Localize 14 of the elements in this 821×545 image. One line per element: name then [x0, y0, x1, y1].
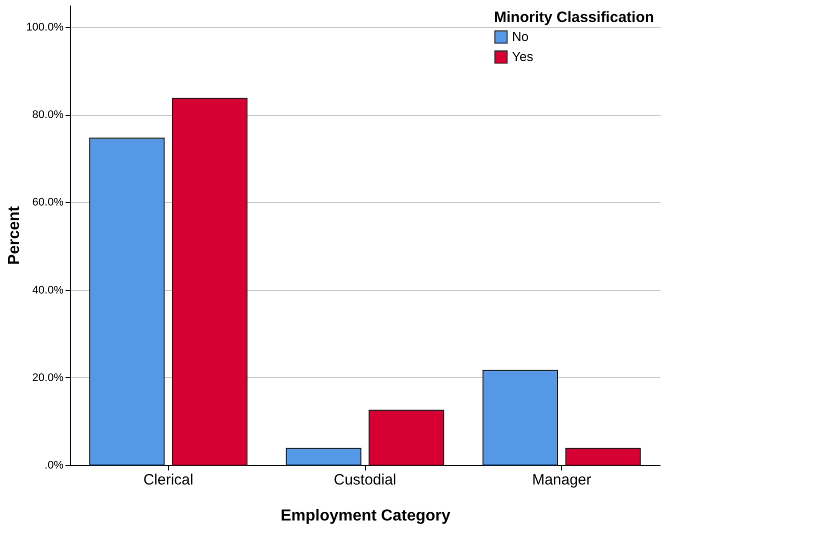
x-tick-label: Custodial	[334, 472, 396, 488]
x-axis-title: Employment Category	[280, 508, 451, 524]
y-tick-label: .0%	[44, 460, 64, 472]
y-tick-label: 40.0%	[32, 284, 64, 296]
x-tick-label: Clerical	[143, 472, 194, 488]
y-tick-label: 100.0%	[26, 21, 64, 34]
y-tick-label: 20.0%	[32, 372, 64, 384]
legend-label: No	[512, 29, 529, 44]
y-tick-label: 80.0%	[32, 109, 64, 122]
y-axis-title: Percent	[6, 205, 24, 265]
x-tick-label: Manager	[532, 472, 592, 488]
y-tick-label: 60.0%	[32, 196, 64, 209]
legend-label: Yes	[512, 49, 534, 64]
legend-title: Minority Classification	[494, 9, 654, 26]
